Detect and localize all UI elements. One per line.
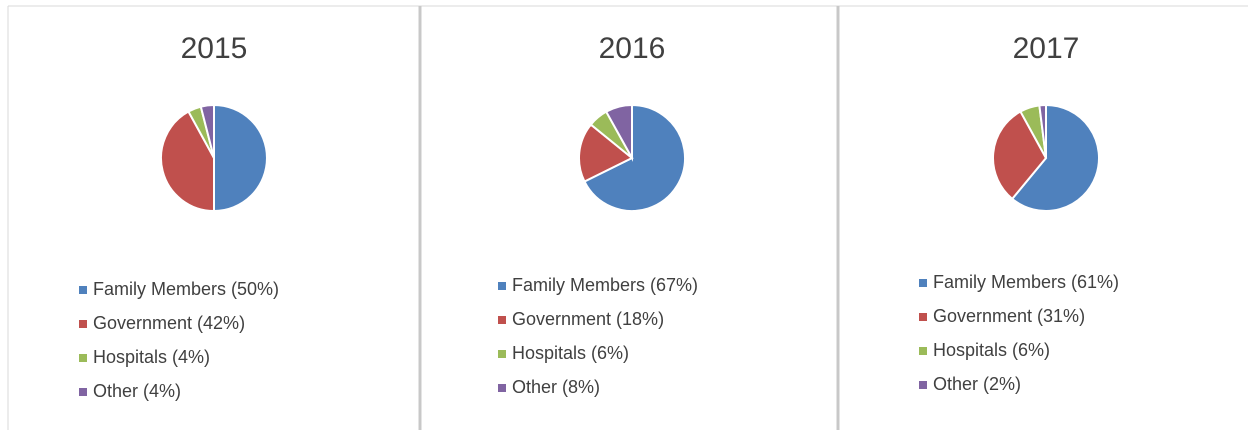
legend-label: Family Members (61%) xyxy=(933,272,1119,292)
legend-label: Hospitals (6%) xyxy=(933,340,1050,360)
pie-slice xyxy=(199,103,215,159)
legend-label: Government (18%) xyxy=(512,309,664,329)
legend-label: Other (4%) xyxy=(93,381,181,401)
pie-slice xyxy=(992,110,1048,201)
legend-label: Hospitals (4%) xyxy=(93,347,210,367)
legend-label: Government (31%) xyxy=(933,306,1085,326)
legend-swatch xyxy=(498,316,506,324)
pie-slice xyxy=(1038,103,1047,159)
legend-swatch xyxy=(79,320,87,328)
pie-slice xyxy=(1010,103,1101,212)
legend-swatch xyxy=(79,388,87,396)
legend-swatch xyxy=(498,282,506,290)
legend-label: Family Members (50%) xyxy=(93,279,279,299)
chart-title: 2017 xyxy=(1013,32,1080,65)
pie-slice xyxy=(604,103,633,162)
legend-swatch xyxy=(79,354,87,362)
legend-swatch xyxy=(498,350,506,358)
legend-swatch xyxy=(919,381,927,389)
legend-swatch xyxy=(919,313,927,321)
chart-title: 2015 xyxy=(181,32,248,65)
legend-label: Other (8%) xyxy=(512,377,600,397)
legend-label: Hospitals (6%) xyxy=(512,343,629,363)
legend-swatch xyxy=(919,279,927,287)
legend-label: Other (2%) xyxy=(933,374,1021,394)
legend-label: Government (42%) xyxy=(93,313,245,333)
legend-swatch xyxy=(498,384,506,392)
legend-swatch xyxy=(919,347,927,355)
legend-swatch xyxy=(79,286,87,294)
pie-slice xyxy=(160,110,215,213)
pie-slice xyxy=(583,103,686,212)
legend-label: Family Members (67%) xyxy=(512,275,698,295)
chart-title: 2016 xyxy=(599,32,666,65)
pie-slice xyxy=(578,123,634,183)
pie-slice xyxy=(213,103,268,213)
